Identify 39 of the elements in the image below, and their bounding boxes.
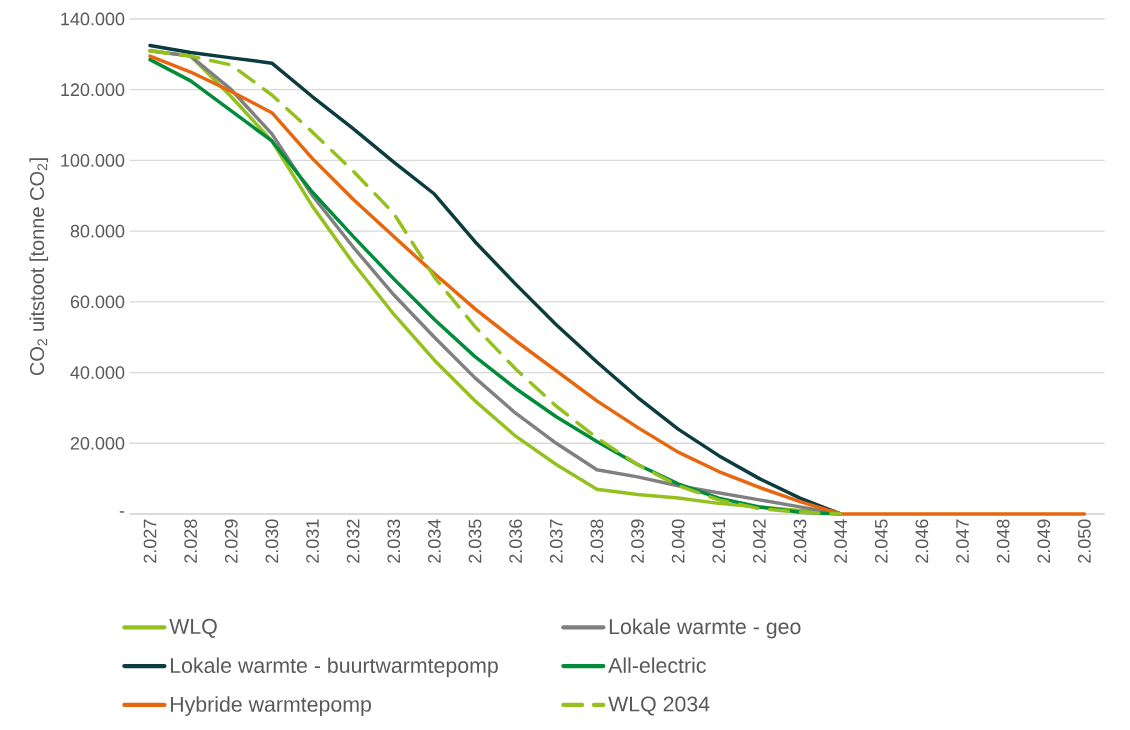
x-tick-label: 2.047 (956, 519, 969, 563)
legend-label: WLQ 2034 (608, 696, 710, 716)
x-tick-label: 2.037 (549, 519, 563, 563)
x-tick-label: 2.048 (996, 519, 1010, 563)
x-tick-label: 2.043 (793, 519, 807, 563)
x-tick-label: 2.049 (1037, 519, 1051, 563)
x-tick-label: 2.033 (387, 519, 401, 563)
legend-label: All-electric (608, 657, 706, 674)
y-tick-label: - (119, 511, 125, 513)
x-tick-label: 2.028 (184, 519, 197, 563)
y-tick-label: 120.000 (61, 83, 125, 97)
x-tick-label: 2.035 (468, 519, 482, 563)
x-tick-label: 2.039 (631, 519, 644, 563)
x-tick-label: 2.046 (915, 519, 929, 563)
legend-label: Hybride warmtepomp (170, 696, 371, 717)
y-tick-label: 40.000 (70, 366, 125, 379)
x-tick-label: 2.029 (224, 519, 238, 563)
y-tick-label: 100.000 (61, 154, 125, 167)
y-tick-label: 140.000 (61, 12, 125, 26)
x-tick-label: 2.038 (590, 519, 604, 563)
x-tick-label: 2.036 (509, 519, 522, 563)
legend-label: Lokale warmte - geo (609, 618, 801, 639)
legend-label: WLQ (169, 618, 217, 638)
x-tick-label: 2.042 (753, 519, 766, 563)
y-tick-label: 80.000 (70, 224, 125, 238)
x-tick-label: 2.045 (874, 519, 888, 563)
y-tick-label: 20.000 (70, 436, 125, 450)
x-tick-label: 2.050 (1078, 519, 1091, 563)
x-tick-label: 2.044 (834, 519, 847, 563)
x-tick-label: 2.031 (306, 519, 319, 563)
legend-label: Lokale warmte - buurtwarmtepomp (170, 657, 498, 678)
x-tick-label: 2.032 (346, 519, 360, 563)
x-tick-label: 2.027 (143, 519, 157, 563)
x-tick-label: 2.040 (671, 519, 685, 563)
y-axis-title: CO$_{2}$ uitstoot [tonne CO$_{2}$] (29, 158, 49, 376)
x-tick-label: 2.034 (428, 519, 441, 563)
x-tick-label: 2.030 (265, 519, 279, 563)
x-tick-label: 2.041 (712, 519, 726, 563)
y-tick-label: 60.000 (70, 295, 125, 309)
